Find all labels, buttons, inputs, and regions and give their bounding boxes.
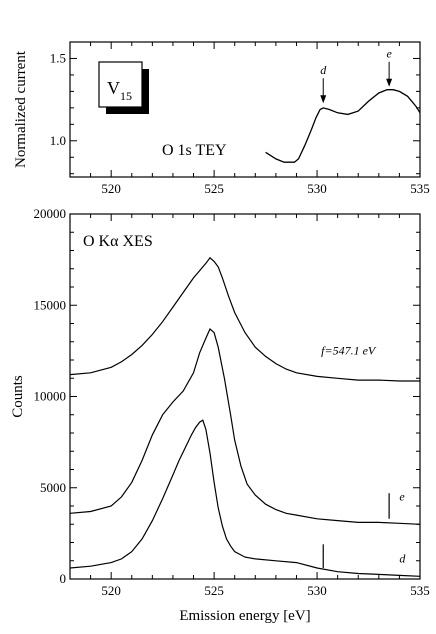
marker-arrowhead-d — [320, 95, 327, 104]
bottom-ticks — [69, 213, 421, 580]
bottom-series-labels: f=547.1 eV e d — [321, 344, 406, 566]
y-tick-label: 20000 — [34, 206, 67, 221]
top-plot-frame — [69, 41, 421, 178]
v15-logo: V 15 — [98, 61, 149, 114]
top-markers: de — [320, 47, 393, 104]
series-label: f=547.1 eV — [321, 344, 377, 358]
bottom-plot-frame — [69, 213, 421, 580]
x-tick-label: 525 — [204, 583, 224, 598]
bottom-annotation: O Kα XES — [83, 233, 153, 250]
x-tick-label: 525 — [204, 181, 224, 196]
y-tick-label: 15000 — [34, 297, 67, 312]
top-ticks — [69, 41, 421, 177]
series-line-d — [69, 419, 421, 577]
marker-label-e: e — [386, 47, 392, 61]
bottom-markers — [322, 493, 390, 569]
y-tick-label: 1.5 — [50, 50, 66, 65]
y-tick-label: 0 — [60, 571, 67, 586]
x-tick-label: 520 — [101, 181, 121, 196]
series-label: d — [399, 552, 406, 566]
x-axis-label: Emission energy [eV] — [179, 608, 310, 624]
bottom-series-lines — [69, 256, 421, 577]
top-tick-labels: 520 525 530 535 1.0 1.5 — [50, 50, 430, 196]
bottom-tick-labels: 520 525 530 535 0 5000 10000 15000 20000 — [34, 206, 430, 598]
y-tick-label: 10000 — [34, 389, 67, 404]
series-line-f=547.1 eV — [69, 256, 420, 382]
logo-sub-text: 15 — [120, 89, 132, 103]
bottom-y-axis-label: Counts — [10, 375, 26, 418]
top-annotation: O 1s TEY — [162, 142, 227, 159]
marker-label-d: d — [320, 63, 327, 77]
top-series-line — [265, 89, 421, 163]
x-tick-label: 530 — [307, 181, 327, 196]
logo-main-text: V — [107, 78, 120, 98]
series-line-e — [69, 328, 421, 525]
top-y-axis-label: Normalized current — [13, 50, 29, 168]
y-tick-label: 1.0 — [50, 133, 66, 148]
x-tick-label: 535 — [410, 583, 430, 598]
series-label: e — [399, 490, 405, 504]
bottom-panel: 520 525 530 535 0 5000 10000 15000 20000 f=547.1… — [10, 206, 430, 624]
x-tick-label: 530 — [307, 583, 327, 598]
marker-arrowhead-e — [386, 78, 393, 87]
y-tick-label: 5000 — [40, 480, 66, 495]
x-tick-label: 535 — [410, 181, 430, 196]
x-tick-label: 520 — [101, 583, 121, 598]
